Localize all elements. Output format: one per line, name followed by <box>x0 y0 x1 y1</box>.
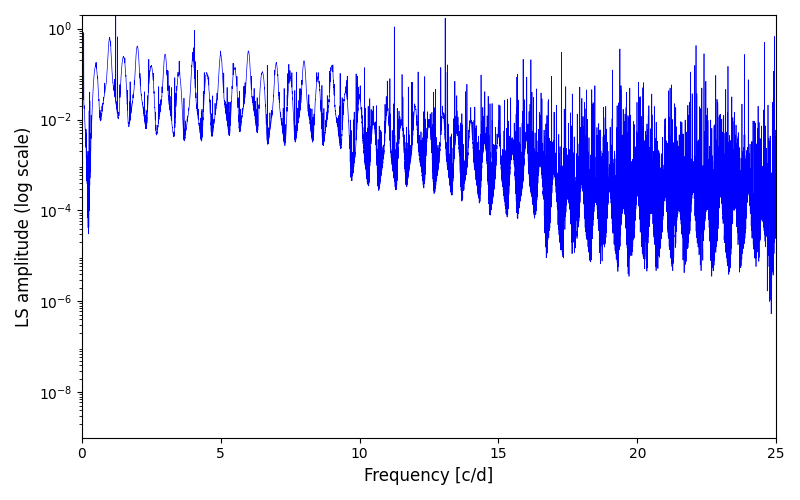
Y-axis label: LS amplitude (log scale): LS amplitude (log scale) <box>15 126 33 326</box>
X-axis label: Frequency [c/d]: Frequency [c/d] <box>364 467 494 485</box>
